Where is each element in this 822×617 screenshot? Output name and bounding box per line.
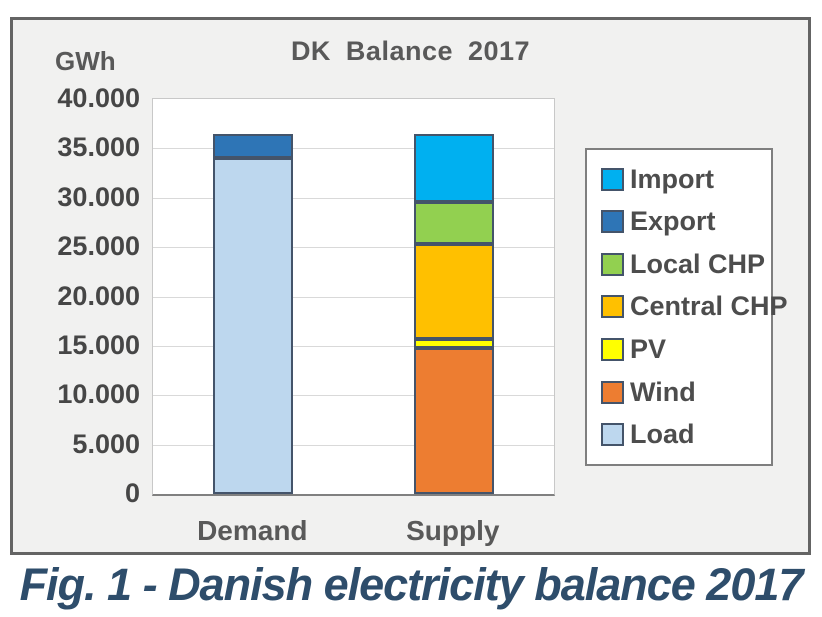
x-category-label-supply: Supply	[406, 515, 500, 546]
legend-swatch-icon	[601, 380, 624, 404]
bar-segment-local-chp	[413, 201, 494, 245]
bar-demand	[213, 99, 294, 494]
legend-swatch-icon	[601, 167, 624, 191]
y-tick-label: 25.000	[57, 231, 140, 262]
y-tick-label: 35.000	[57, 132, 140, 163]
y-tick-label: 5.000	[72, 428, 140, 459]
legend-item-central-chp: Central CHP	[601, 291, 788, 322]
legend-item-local-chp: Local CHP	[601, 249, 767, 280]
y-tick-label: 20.000	[57, 280, 140, 311]
figure-caption: Fig. 1 - Danish electricity balance 2017	[19, 559, 804, 610]
y-tick-label: 10.000	[57, 379, 140, 410]
plot-area	[152, 98, 555, 496]
bar-segment-wind	[413, 347, 494, 494]
legend-item-wind: Wind	[601, 377, 767, 408]
legend-item-pv: PV	[601, 334, 767, 365]
chart-title: DK Balance 2017	[290, 36, 531, 66]
legend-swatch-icon	[601, 338, 624, 362]
y-tick-label: 15.000	[57, 329, 140, 360]
legend-item-import: Import	[601, 164, 767, 195]
legend-swatch-icon	[601, 252, 624, 276]
gridline	[153, 247, 554, 249]
chart-frame: DK Balance 2017 GWh 40.000 35.000 30.000 25…	[10, 17, 811, 555]
legend-label: Export	[630, 206, 716, 237]
bar-segment-import	[413, 133, 494, 202]
gridline	[153, 197, 554, 199]
bar-supply	[413, 99, 494, 494]
legend-label: PV	[630, 334, 667, 365]
legend-swatch-icon	[601, 295, 624, 319]
gridline	[153, 444, 554, 446]
legend-item-export: Export	[601, 206, 767, 237]
y-axis-unit-label: GWh	[55, 46, 116, 76]
y-tick-label: 30.000	[57, 181, 140, 212]
legend-label: Import	[630, 163, 714, 194]
legend-label: Wind	[630, 376, 696, 407]
legend-item-load: Load	[601, 419, 767, 450]
gridline	[153, 345, 554, 347]
gridline	[153, 148, 554, 150]
legend-swatch-icon	[601, 423, 624, 447]
legend-label: Local CHP	[630, 248, 766, 279]
legend-label: Load	[630, 419, 695, 450]
y-tick-label: 0	[124, 478, 140, 508]
legend: Import Export Local CHP Central CHP PV Wind Lo…	[585, 148, 788, 466]
legend-swatch-icon	[601, 210, 624, 234]
bar-segment-load	[213, 158, 294, 494]
x-category-label-demand: Demand	[197, 515, 308, 546]
bar-segment-pv	[413, 338, 494, 348]
gridline	[153, 296, 554, 298]
bar-segment-export	[213, 133, 294, 159]
gridline	[153, 395, 554, 397]
bar-segment-central-chp	[413, 244, 494, 339]
y-tick-label: 40.000	[57, 83, 140, 113]
legend-label: Central CHP	[630, 291, 788, 322]
